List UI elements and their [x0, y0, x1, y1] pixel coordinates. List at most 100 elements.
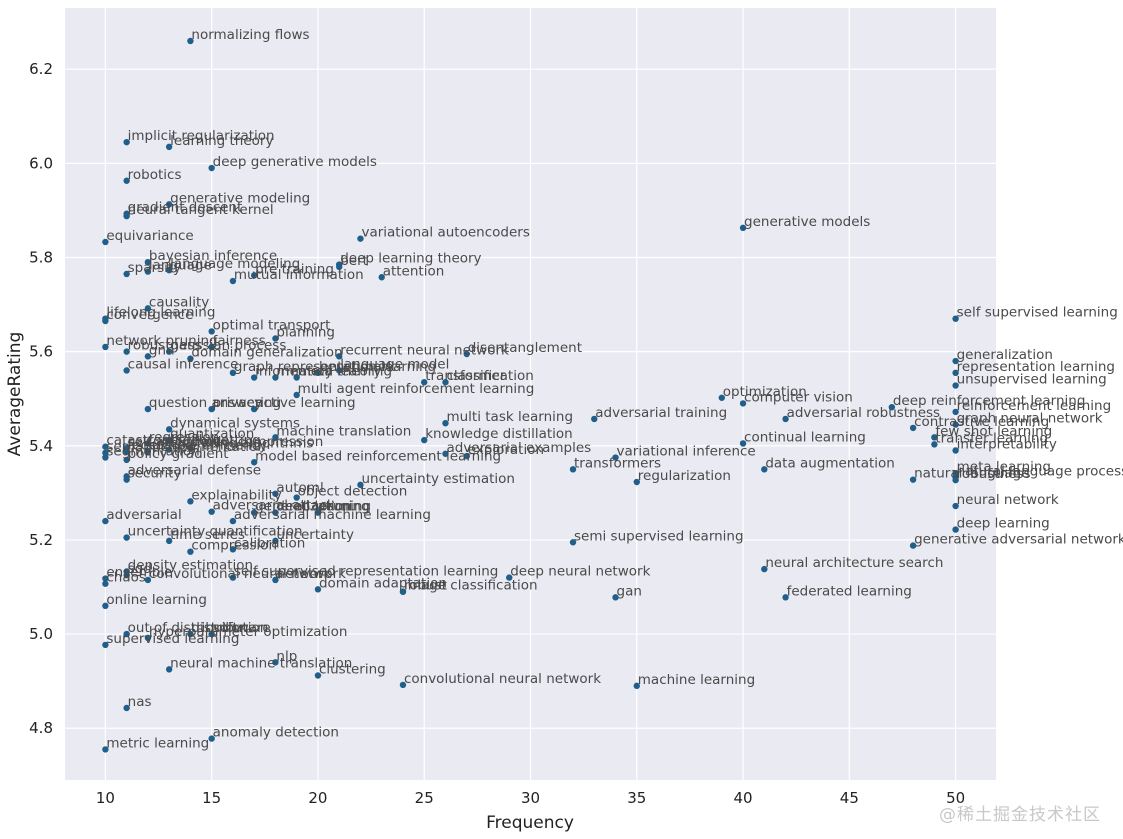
- data-point: [952, 526, 959, 533]
- data-point-label: generative models: [744, 214, 870, 230]
- x-tick-label: 40: [734, 789, 753, 807]
- data-point-label: compression: [191, 538, 277, 554]
- data-point-label: pruning: [319, 499, 371, 515]
- data-point: [761, 466, 768, 473]
- data-point-label: object detection: [298, 484, 408, 500]
- data-point: [506, 574, 513, 581]
- data-point: [229, 546, 237, 553]
- data-point: [272, 434, 279, 441]
- data-point-label: implicit regularization: [128, 128, 275, 144]
- data-point: [250, 374, 258, 381]
- data-point: [739, 440, 747, 447]
- y-tick-label: 5.8: [29, 248, 53, 266]
- data-point: [102, 443, 109, 450]
- data-point: [633, 682, 640, 690]
- data-point-label: deep neural network: [510, 564, 650, 580]
- data-point-label: gaussian process: [170, 338, 286, 354]
- data-point-label: bayesian inference: [149, 248, 277, 264]
- data-point-label: ensemble: [106, 565, 172, 581]
- data-point: [952, 421, 959, 428]
- data-point: [165, 446, 173, 453]
- data-point: [102, 517, 109, 525]
- data-point: [102, 449, 109, 457]
- data-point: [293, 374, 300, 381]
- data-point-label: semi supervised learning: [574, 528, 744, 544]
- y-tick-label: 4.8: [29, 719, 53, 737]
- data-point-label: convolutional neural network: [404, 671, 601, 687]
- data-point-label: graph representation learning: [234, 359, 436, 375]
- data-point-label: semantic segmentation: [106, 439, 265, 455]
- data-point: [357, 481, 364, 489]
- data-point-label: adversarial attack: [213, 498, 335, 514]
- y-tick-label: 5.2: [29, 531, 53, 549]
- data-point: [952, 357, 959, 365]
- data-point: [165, 426, 173, 433]
- data-point: [123, 476, 130, 483]
- data-point: [250, 272, 258, 279]
- data-point-label: deep learning: [957, 516, 1050, 532]
- data-point: [187, 548, 194, 555]
- data-point-label: natural language: [914, 466, 1029, 482]
- data-point: [314, 672, 322, 679]
- data-point: [633, 478, 640, 486]
- data-point-label: neural tangent kernel: [128, 202, 274, 218]
- data-point: [123, 448, 130, 455]
- data-point-label: supervised learning: [106, 631, 239, 647]
- data-point-label: convergence: [106, 307, 193, 323]
- data-point-label: pre training: [255, 261, 334, 277]
- data-point-label: attention: [383, 263, 445, 279]
- data-point-label: metric learning: [106, 735, 209, 751]
- y-axis-label: AverageRating: [5, 332, 25, 457]
- data-point-label: classification: [446, 368, 533, 384]
- data-point-label: language modeling: [170, 256, 300, 272]
- x-tick-label: 35: [627, 789, 646, 807]
- data-point: [102, 317, 109, 325]
- data-point-label: neural machine translation: [170, 655, 352, 671]
- data-point: [272, 509, 279, 516]
- data-point: [569, 466, 577, 473]
- data-point-label: language: [149, 258, 212, 274]
- data-point: [144, 448, 152, 455]
- data-point-label: adversarial machine learning: [234, 507, 431, 523]
- data-point-label: automl: [276, 480, 323, 496]
- data-point: [952, 408, 959, 416]
- data-point: [314, 369, 322, 377]
- data-point-label: chaos: [106, 570, 146, 586]
- data-point: [782, 594, 789, 601]
- data-point-label: robustness: [128, 338, 202, 354]
- data-point: [208, 405, 215, 413]
- data-point-label: online learning: [106, 592, 207, 608]
- data-point-label: out of distribution: [128, 620, 249, 636]
- data-point: [102, 580, 109, 587]
- data-point-label: neural network: [957, 492, 1059, 508]
- data-point: [144, 353, 152, 360]
- data-point-label: data augmentation: [765, 455, 895, 471]
- x-axis-label: Frequency: [486, 813, 574, 833]
- data-point-label: question answering: [149, 395, 281, 411]
- data-point: [250, 405, 258, 413]
- data-point: [442, 379, 449, 386]
- data-point-label: regularization: [638, 468, 731, 484]
- data-point-label: benchmark: [319, 359, 395, 375]
- data-point-label: convolutional neural network: [149, 566, 346, 582]
- data-point: [442, 450, 449, 457]
- data-point: [123, 270, 130, 278]
- data-point-label: memory: [276, 364, 332, 380]
- data-point: [357, 235, 364, 242]
- data-point-label: generative adversarial network: [914, 532, 1123, 548]
- x-tick-label: 50: [946, 789, 965, 807]
- data-point-label: sparsity: [128, 260, 182, 276]
- data-point: [272, 576, 279, 584]
- y-tick-label: 5.4: [29, 437, 53, 455]
- data-point-label: deep reinforcement learning: [893, 393, 1086, 409]
- data-point: [144, 305, 152, 312]
- data-point: [272, 374, 279, 381]
- x-tick-label: 25: [415, 789, 434, 807]
- data-point: [293, 494, 300, 501]
- data-point-label: federated learning: [787, 583, 912, 599]
- data-point-label: adversarial defense: [128, 462, 261, 478]
- data-point: [931, 441, 938, 448]
- data-point-label: network: [276, 566, 331, 582]
- data-point: [123, 177, 130, 184]
